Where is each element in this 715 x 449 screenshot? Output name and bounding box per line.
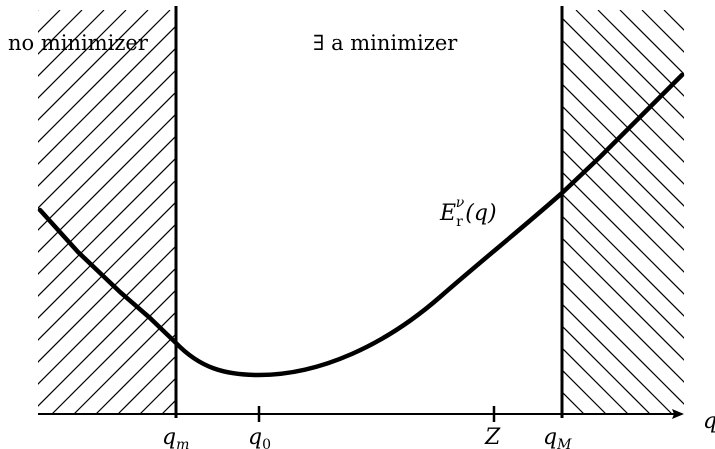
hatch-line bbox=[38, 91, 176, 231]
hatch-line bbox=[0, 10, 16, 414]
hatch-line bbox=[562, 149, 684, 273]
hatch-line bbox=[562, 259, 684, 383]
hatch-line bbox=[38, 10, 61, 33]
hatch-line bbox=[95, 333, 176, 414]
hatch-line bbox=[117, 355, 176, 414]
hatch-line bbox=[161, 399, 176, 414]
hatch-line bbox=[562, 17, 684, 141]
hatch-line bbox=[562, 325, 651, 414]
hatch-line bbox=[38, 10, 105, 77]
hatch-line bbox=[562, 347, 629, 414]
hatch-line bbox=[38, 223, 176, 363]
hatch-line bbox=[38, 25, 176, 165]
hatch-line bbox=[641, 10, 684, 53]
hatch-line bbox=[184, 10, 588, 414]
hatch-line bbox=[708, 10, 715, 414]
hatch-line bbox=[580, 10, 715, 414]
tick-label-q0: q0 bbox=[248, 425, 271, 449]
hatch-line bbox=[686, 10, 715, 414]
hatch-line bbox=[562, 105, 684, 229]
no-minimizer-label: no minimizer bbox=[8, 31, 149, 55]
hatch-line bbox=[38, 10, 39, 11]
hatch-line bbox=[73, 311, 176, 414]
hatch-line bbox=[38, 69, 176, 209]
axis-arrow-icon bbox=[672, 409, 684, 419]
tick-label-qM: qM bbox=[543, 425, 572, 449]
hatch-line bbox=[38, 47, 176, 187]
hatch-line bbox=[492, 10, 715, 414]
energy-curve-label: Erν(q) bbox=[439, 195, 497, 230]
hatch-line bbox=[562, 215, 684, 339]
left-hatched-region bbox=[0, 10, 715, 414]
hatch-line bbox=[562, 39, 684, 163]
hatch-line bbox=[575, 10, 684, 119]
hatch-line bbox=[38, 267, 176, 407]
tick-label-qm: qm bbox=[162, 425, 189, 449]
exists-minimizer-label: ∃ a minimizer bbox=[313, 31, 458, 55]
hatch-line bbox=[38, 135, 176, 275]
right-hatched-region bbox=[562, 10, 715, 414]
hatch-line bbox=[38, 201, 176, 341]
hatch-line bbox=[38, 10, 127, 99]
hatch-line bbox=[562, 171, 684, 295]
hatch-line bbox=[38, 245, 176, 385]
hatch-line bbox=[38, 10, 171, 143]
hatch-line bbox=[562, 303, 673, 414]
hatch-line bbox=[206, 10, 610, 414]
hatch-line bbox=[562, 61, 684, 185]
energy-curve bbox=[37, 72, 685, 378]
hatch-line bbox=[663, 10, 684, 31]
hatch-line bbox=[562, 413, 563, 414]
hatch-line bbox=[38, 10, 149, 121]
hatch-line bbox=[562, 193, 684, 317]
hatch-line bbox=[38, 179, 176, 319]
hatch-line bbox=[597, 10, 684, 97]
hatch-line bbox=[38, 113, 176, 253]
axis-variable-label: q bbox=[703, 409, 715, 434]
hatch-line bbox=[562, 369, 607, 414]
hatch-line bbox=[562, 391, 585, 414]
hatch-line bbox=[382, 10, 715, 414]
hatch-line bbox=[562, 237, 684, 361]
hatch-line bbox=[51, 289, 176, 414]
hatch-line bbox=[562, 281, 684, 405]
hatch-line bbox=[38, 157, 176, 297]
tick-label-Z: Z bbox=[484, 425, 501, 449]
hatch-line bbox=[562, 127, 684, 251]
